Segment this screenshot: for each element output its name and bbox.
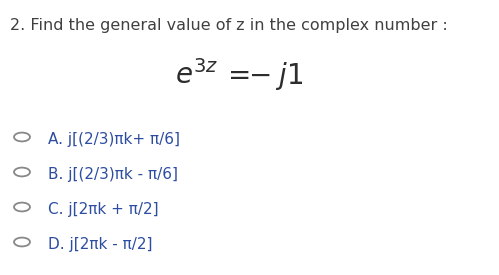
Text: A. j[(2/3)πk+ π/6]: A. j[(2/3)πk+ π/6] — [48, 132, 180, 147]
Text: 2. Find the general value of z in the complex number :: 2. Find the general value of z in the co… — [10, 18, 448, 33]
Text: $=$: $=$ — [222, 60, 250, 88]
Text: C. j[2πk + π/2]: C. j[2πk + π/2] — [48, 202, 159, 217]
Text: D. j[2πk - π/2]: D. j[2πk - π/2] — [48, 237, 153, 252]
Text: $e^{3z}$: $e^{3z}$ — [175, 60, 219, 90]
Text: $-\;j1$: $-\;j1$ — [248, 60, 303, 92]
Text: B. j[(2/3)πk - π/6]: B. j[(2/3)πk - π/6] — [48, 167, 178, 182]
